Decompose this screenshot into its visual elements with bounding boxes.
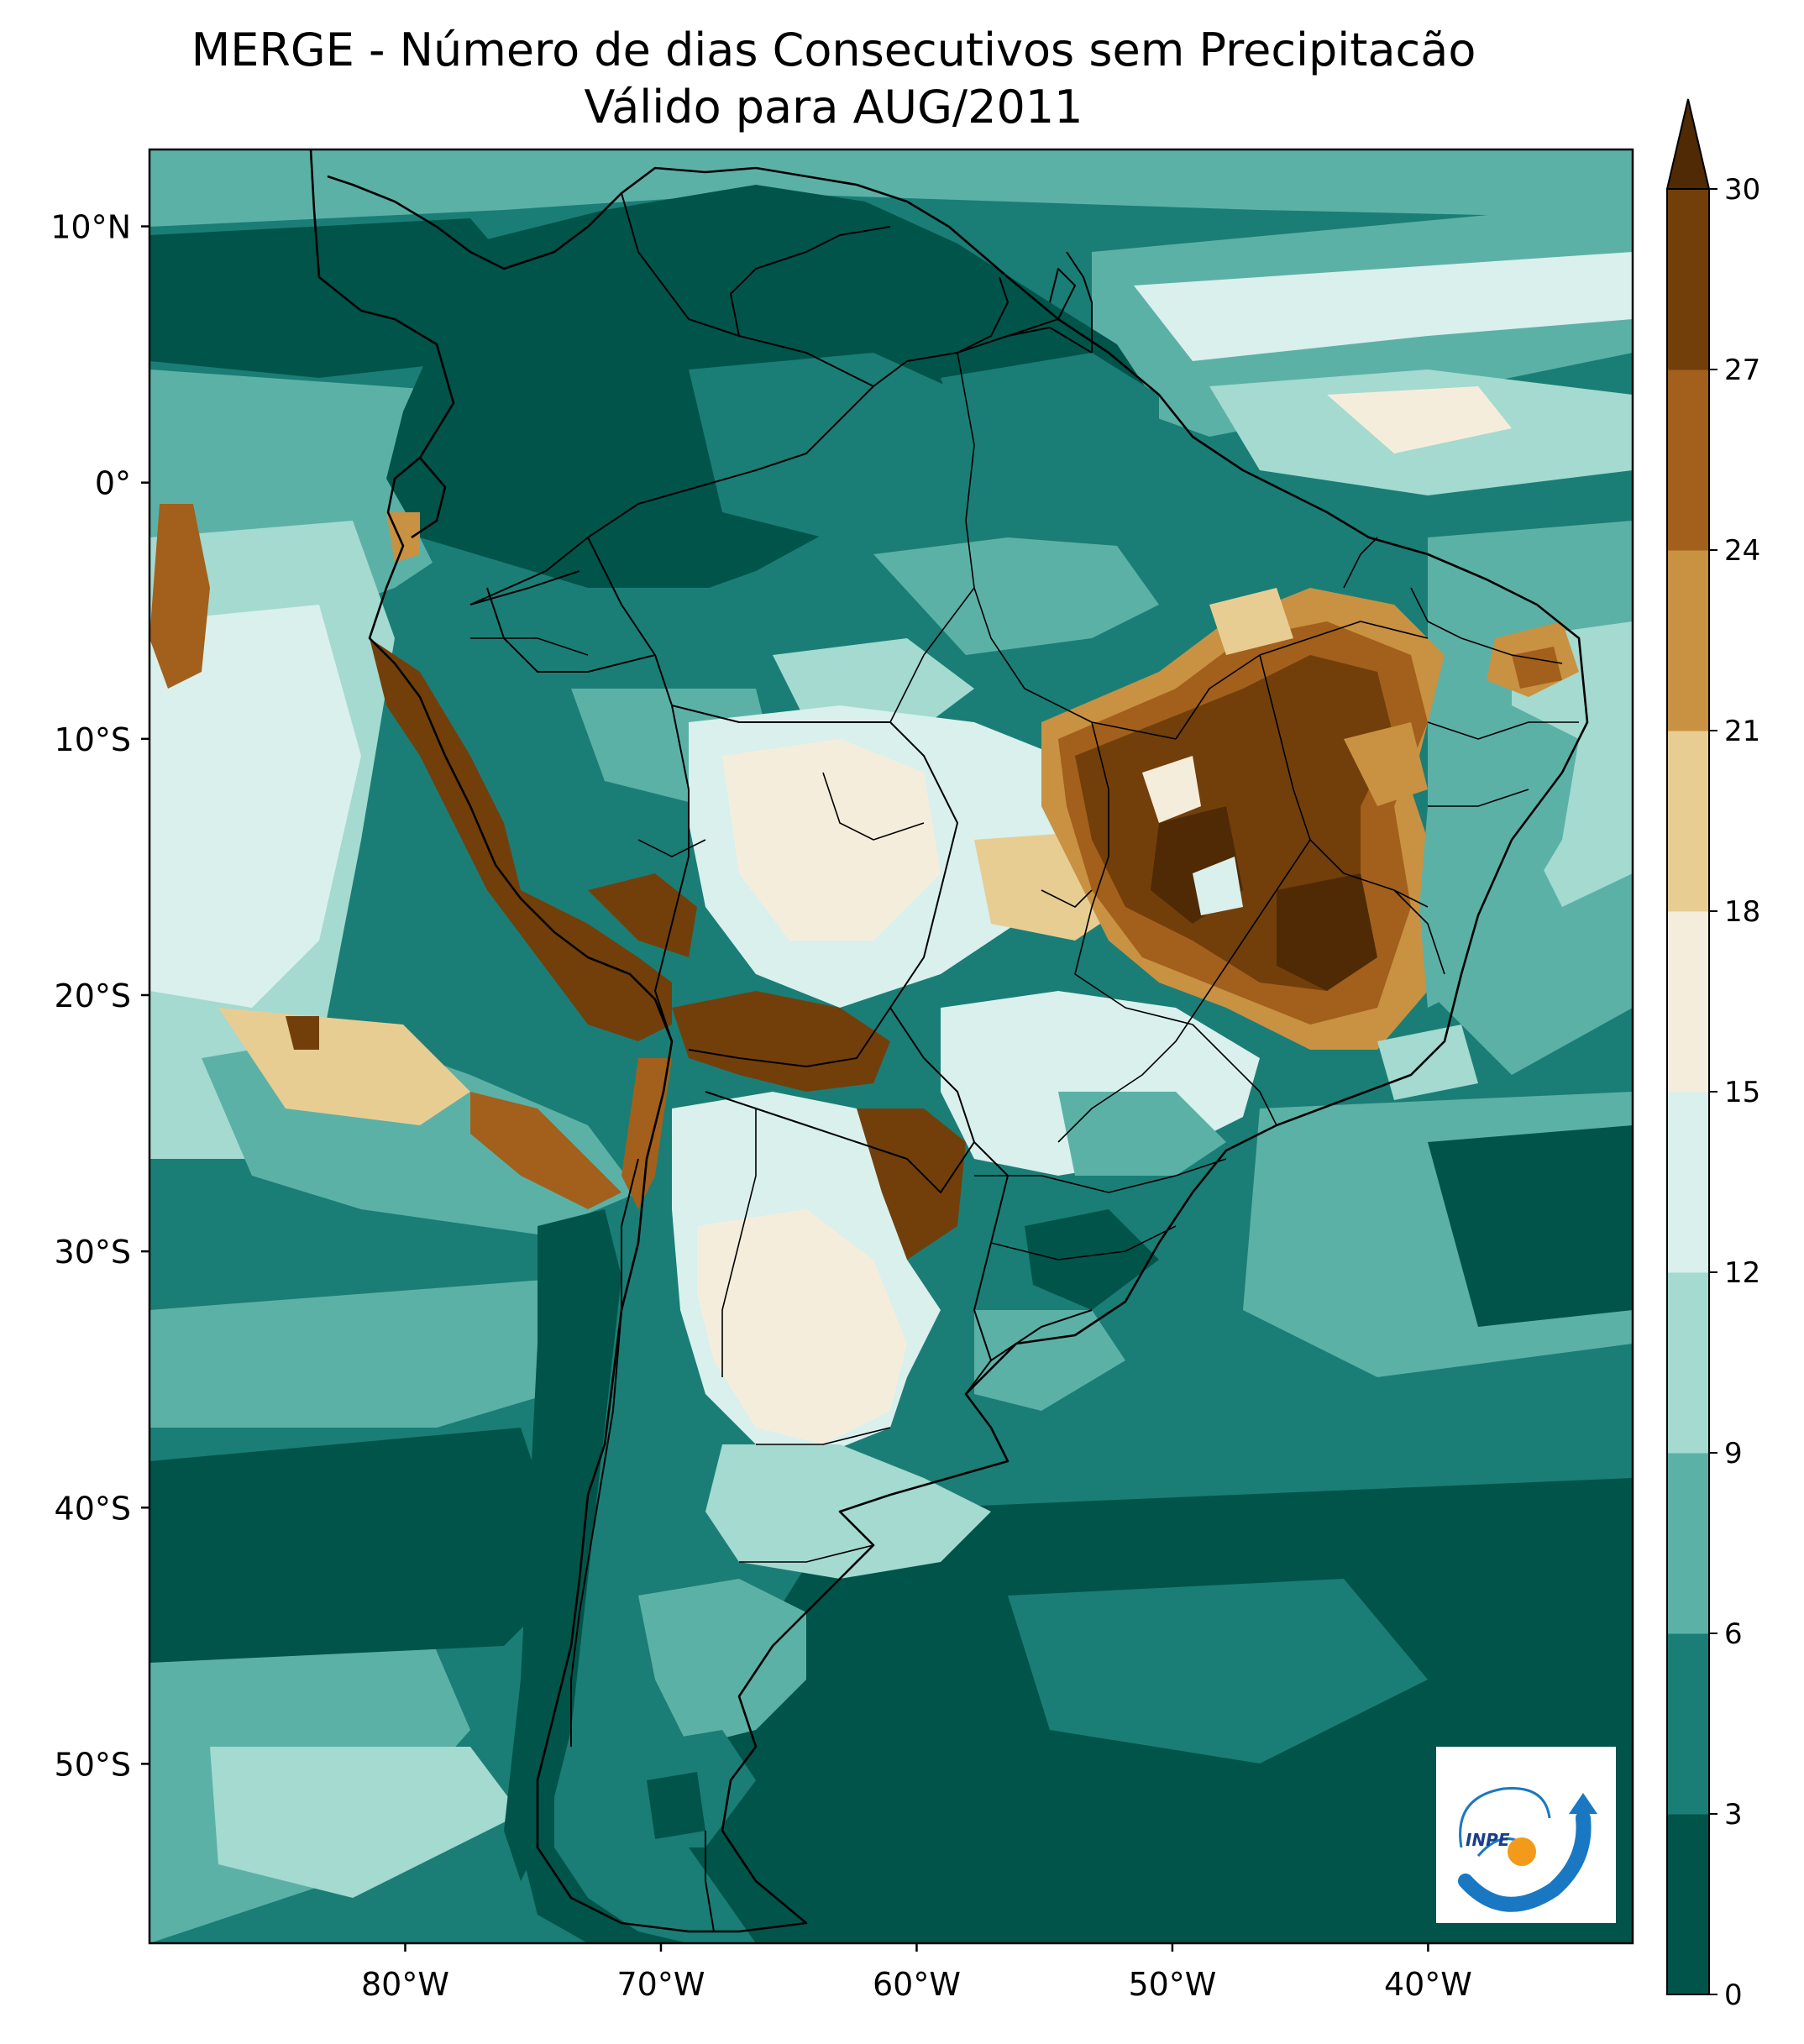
colorbar-segment [1667, 911, 1709, 1093]
colorbar-tick-label: 6 [1724, 1617, 1743, 1651]
lon-tick-label: 40°W [1384, 1966, 1472, 2003]
lon-tick-label: 50°W [1128, 1966, 1216, 2003]
colorbar-tick-label: 15 [1724, 1076, 1760, 1109]
colorbar-segment [1667, 1453, 1709, 1634]
lat-tick-label: 30°S [55, 1234, 131, 1271]
map-frame [148, 148, 1634, 1945]
colorbar-segment [1667, 550, 1709, 731]
colorbar-extend-arrow [1665, 98, 1711, 190]
colorbar-segment [1667, 1814, 1709, 1995]
colorbar-segment [1667, 731, 1709, 912]
map-title: MERGE - Número de dias Consecutivos sem … [191, 24, 1476, 76]
country-borders [469, 192, 1093, 1932]
colorbar-tick-label: 12 [1724, 1256, 1760, 1290]
lat-tick-label: 10°S [55, 721, 131, 758]
lat-tick-label: 20°S [55, 977, 131, 1014]
colorbar-tick-label: 21 [1724, 715, 1760, 748]
lat-tick-label: 10°N [50, 209, 131, 246]
lat-tick-label: 0° [95, 465, 131, 502]
colorbar: 0 3 6 9 12 15 18 21 24 27 30 [1665, 98, 1760, 2012]
lat-tick-label: 50°S [55, 1746, 131, 1783]
inpe-logo: INPE [1436, 1747, 1616, 1923]
colorbar-tick-label: 0 [1724, 1978, 1743, 2012]
state-borders [470, 352, 1579, 1563]
lon-tick-label: 60°W [873, 1966, 961, 2003]
lon-tick-label: 80°W [361, 1966, 449, 2003]
colorbar-segment [1667, 1272, 1709, 1454]
colorbar-tick-label: 3 [1724, 1798, 1743, 1832]
colorbar-segment [1667, 1092, 1709, 1273]
colorbar-tick-label: 18 [1724, 895, 1760, 929]
latitude-axis: 10°N 0° 10°S 20°S 30°S 40°S 50°S [50, 209, 149, 1783]
precipitation-field [149, 149, 1633, 1943]
colorbar-tick-label: 24 [1724, 534, 1760, 568]
lat-tick-label: 40°S [55, 1490, 131, 1527]
colorbar-tick-label: 30 [1724, 173, 1760, 207]
lon-tick-label: 70°W [616, 1966, 705, 2003]
inpe-logo-text: INPE [1466, 1830, 1510, 1850]
longitude-axis: 80°W 70°W 60°W 50°W 40°W [361, 1943, 1472, 2003]
colorbar-segment [1667, 369, 1709, 551]
map-subtitle: Válido para AUG/2011 [584, 81, 1083, 134]
colorbar-tick-label: 27 [1724, 354, 1760, 387]
coastline [309, 149, 1589, 1933]
colorbar-segment [1667, 189, 1709, 370]
colorbar-segment [1667, 1633, 1709, 1815]
colorbar-tick-label: 9 [1724, 1437, 1743, 1470]
